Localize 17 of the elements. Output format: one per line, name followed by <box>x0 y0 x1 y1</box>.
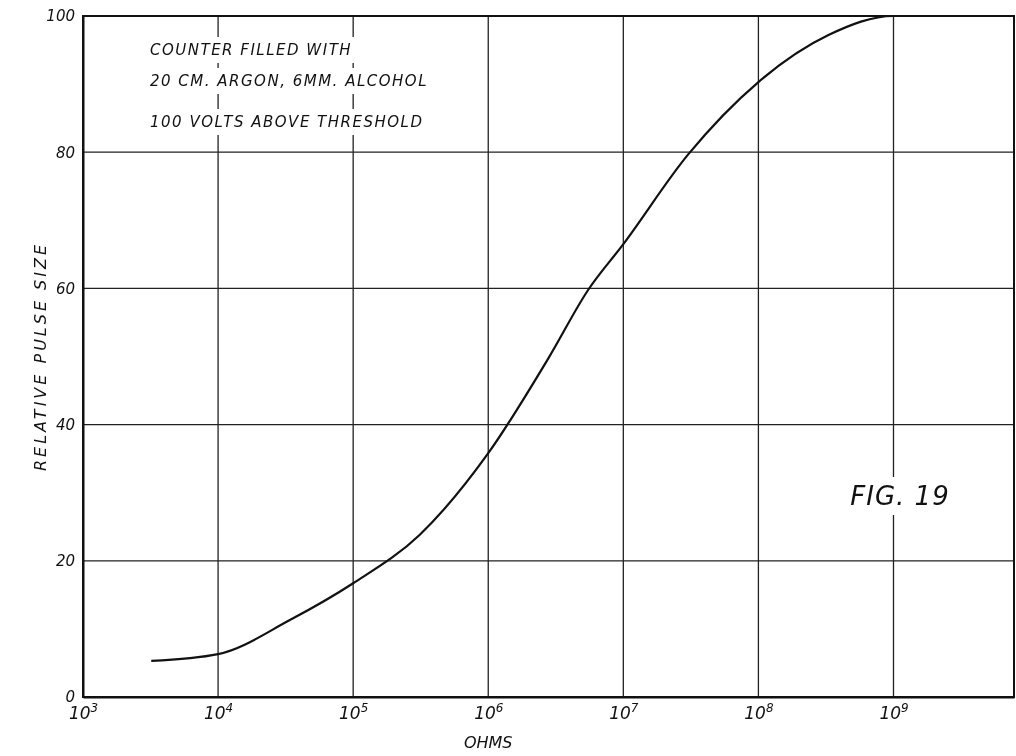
x-tick-label: 10$^{4}$ <box>203 701 234 723</box>
x-tick-label: 10$^{9}$ <box>879 701 909 723</box>
x-tick-label: 10$^{7}$ <box>609 701 639 723</box>
y-axis-title: RELATIVE PULSE SIZE <box>31 241 50 472</box>
annotation: FIG. 19 <box>850 481 950 511</box>
annotation: 20 CM. ARGON, 6MM. ALCOHOL <box>150 72 428 90</box>
y-tick-label: 80 <box>55 143 75 162</box>
y-tick-label: 20 <box>55 552 75 571</box>
x-axis-title: OHMS <box>463 733 513 752</box>
x-tick-label: 10$^{5}$ <box>339 701 369 723</box>
y-tick-label: 40 <box>55 415 75 434</box>
annotation: 100 VOLTS ABOVE THRESHOLD <box>150 113 424 131</box>
x-tick-label: 10$^{6}$ <box>474 701 504 723</box>
y-tick-label: 100 <box>46 7 75 26</box>
annotation: COUNTER FILLED WITH <box>150 41 353 59</box>
y-tick-label: 60 <box>55 279 75 298</box>
x-tick-label: 10$^{8}$ <box>744 701 774 723</box>
